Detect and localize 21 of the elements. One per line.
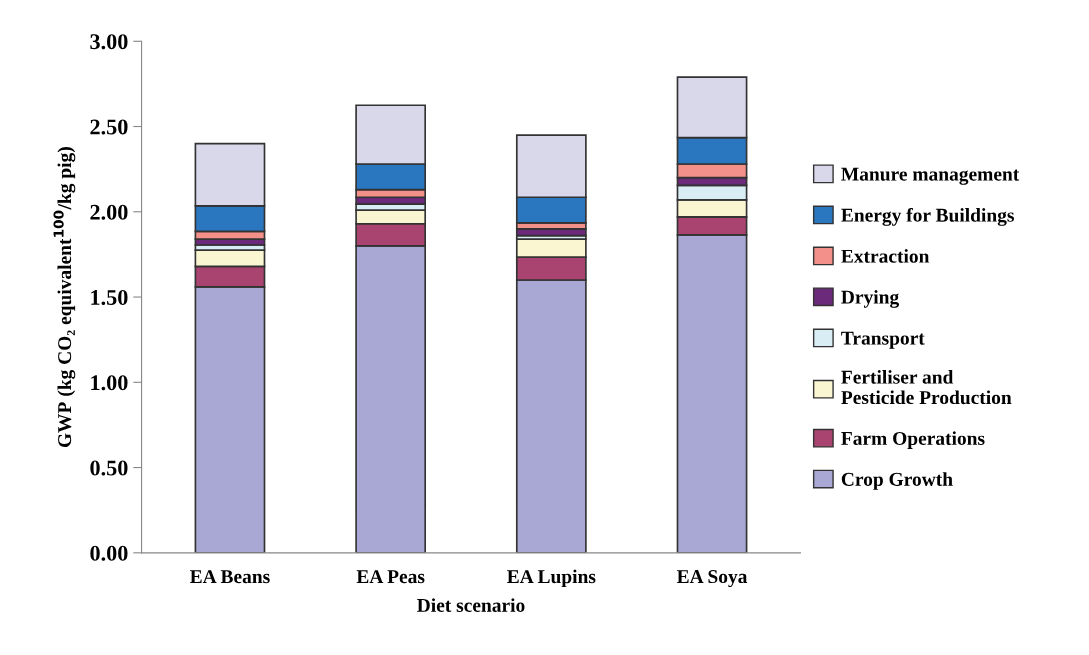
legend-label: Crop Growth (841, 472, 953, 490)
x-tick-label: EA Lupins (507, 569, 596, 588)
y-tick-label: 1.50 (91, 289, 128, 306)
legend-label: Drying (841, 290, 899, 308)
legend-label: Fertiliser and Pesticide Production (841, 370, 1012, 405)
x-tick-label: EA Peas (356, 570, 425, 584)
x-axis-title: Diet scenario (417, 598, 525, 612)
y-tick-label: 1.00 (91, 375, 128, 391)
y-tick-label: 2.50 (90, 119, 128, 135)
y-tick-label: 0.00 (90, 545, 128, 561)
legend-label: Manure management (841, 167, 1020, 185)
y-tick-label: 0.50 (90, 460, 128, 476)
legend-label: Farm Operations (841, 431, 985, 449)
y-axis-title: GWP (kg CO₂ equivalent$^{100}$/kg pig) (53, 147, 76, 448)
legend-label: Transport (841, 331, 925, 349)
legend-label: Extraction (841, 249, 930, 263)
y-tick-label: 3.00 (90, 34, 128, 50)
y-tick-label: 2.00 (90, 204, 128, 220)
x-tick-label: EA Soya (676, 570, 748, 588)
legend-label: Energy for Buildings (841, 207, 1014, 226)
x-tick-label: EA Beans (190, 570, 270, 584)
